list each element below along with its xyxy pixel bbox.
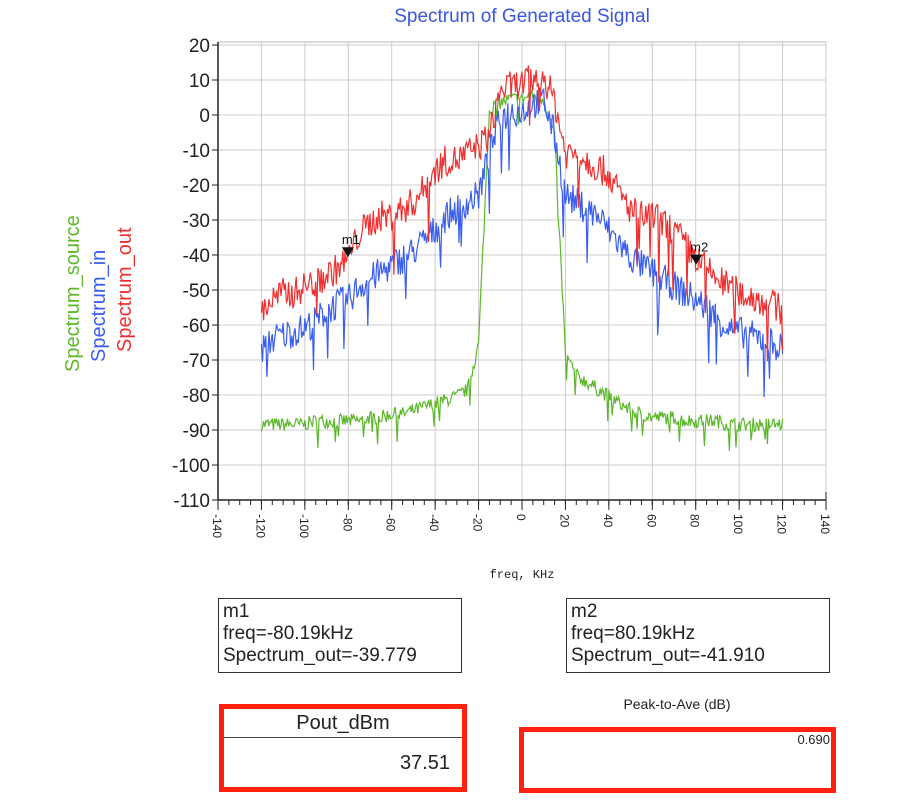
y-tick-label: -60 [183, 316, 210, 337]
pout-label: Pout_dBm [224, 709, 462, 738]
y-tick-label: 20 [189, 36, 210, 57]
par-label: Peak-to-Ave (dB) [623, 696, 731, 712]
x-axis-label: freq, KHz [490, 568, 555, 582]
y-tick-label: -40 [183, 246, 210, 267]
x-tick-label: 140 [818, 514, 832, 534]
y-tick-label: 10 [189, 71, 210, 92]
x-tick-label: -80 [340, 514, 354, 532]
y-tick-label: -90 [183, 421, 210, 442]
marker-m2-label: m2 [690, 240, 708, 255]
x-tick-label: 40 [601, 514, 615, 528]
legend-spectrum-in: Spectrum_in [88, 249, 110, 362]
m2-value: Spectrum_out=-41.910 [571, 645, 765, 666]
par-box: 0.690 [519, 727, 836, 793]
legend-spectrum-source: Spectrum_source [62, 215, 84, 372]
marker-m1-label: m1 [342, 232, 360, 247]
x-tick-label: 100 [731, 514, 745, 534]
y-tick-label: 0 [199, 106, 210, 127]
x-tick-label: -120 [253, 514, 267, 538]
y-tick-label: -100 [172, 456, 210, 477]
legend-spectrum-out: Spectrum_out [114, 227, 136, 352]
m1-value: Spectrum_out=-39.779 [223, 645, 417, 666]
m2-freq: freq=80.19kHz [571, 623, 696, 644]
spectrum-plot: -140 -120 -100 -80 -60 -40 -20 0 20 40 60 80 100 120 1… [172, 36, 832, 582]
m1-name: m1 [223, 601, 250, 622]
par-value: 0.690 [797, 732, 830, 747]
pout-value: 37.51 [399, 752, 450, 774]
y-tick-label: -20 [183, 176, 210, 197]
marker-m1-readout: m1 freq=-80.19kHz Spectrum_out=-39.779 [218, 598, 462, 673]
series-spectrum-in [260, 87, 784, 398]
y-tick-label: -80 [183, 386, 210, 407]
y-tick-label: -10 [183, 141, 210, 162]
x-tick-label: 0 [514, 514, 528, 521]
marker-m2-readout: m2 freq=80.19kHz Spectrum_out=-41.910 [566, 598, 830, 673]
chart-title: Spectrum of Generated Signal [394, 6, 650, 27]
x-tick-label: -140 [210, 514, 224, 538]
m2-name: m2 [571, 601, 598, 622]
y-tick-label: -70 [183, 351, 210, 372]
x-tick-label: 60 [644, 514, 658, 528]
y-tick-label: -110 [173, 491, 210, 512]
y-tick-label: -50 [183, 281, 210, 302]
series-spectrum-source [260, 89, 784, 452]
x-tick-label: 20 [557, 514, 571, 528]
x-tick-label: 80 [688, 514, 702, 528]
pout-box: Pout_dBm 37.51 [219, 704, 467, 792]
m1-freq: freq=-80.19kHz [223, 623, 354, 644]
x-tick-label: -40 [427, 514, 441, 532]
x-tick-label: -100 [297, 514, 311, 538]
marker-m1-icon [341, 247, 354, 258]
y-tick-label: -30 [183, 211, 210, 232]
x-tick-label: 120 [775, 514, 789, 534]
x-tick-label: -60 [384, 514, 398, 532]
marker-m2-icon [690, 254, 703, 265]
x-tick-label: -20 [471, 514, 485, 532]
